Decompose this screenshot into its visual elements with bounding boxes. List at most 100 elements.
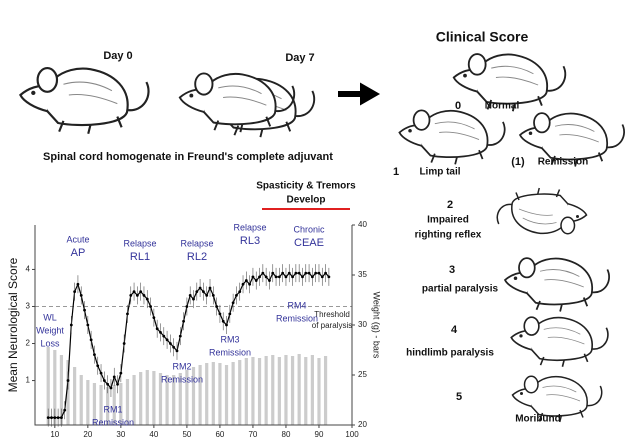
score-point: [116, 382, 119, 386]
weight-bar: [92, 383, 97, 425]
score-point: [145, 297, 149, 301]
weight-bar: [125, 379, 130, 425]
score-label: partial paralysis: [422, 284, 499, 295]
weight-bar: [46, 347, 50, 425]
annotation: Loss: [40, 338, 60, 348]
score-point: [106, 382, 110, 386]
weight-bar: [323, 356, 328, 425]
threshold-label: Threshold: [314, 310, 350, 319]
weight-bar: [257, 358, 262, 425]
weight-bar: [238, 360, 242, 425]
score-point: [185, 305, 189, 308]
score-point: [178, 334, 182, 338]
weight-bar: [119, 383, 123, 425]
x-tick-label: 10: [50, 430, 59, 439]
score-point: [109, 386, 113, 390]
score-point: [215, 305, 219, 308]
score-point: [324, 271, 327, 275]
y-tick-label: 2: [26, 339, 31, 348]
threshold-label: of paralysis: [312, 321, 352, 330]
score-point: [172, 345, 176, 349]
score-point: [112, 375, 116, 379]
score-number: 4: [451, 324, 458, 336]
score-point: [291, 275, 294, 279]
x-tick-label: 60: [215, 430, 224, 439]
weight-bar: [224, 365, 229, 425]
x-tick-label: 30: [116, 430, 125, 439]
score-point: [248, 282, 252, 286]
score-point: [254, 279, 258, 282]
day-label: Day 7: [285, 52, 314, 64]
weight-bar: [73, 367, 77, 425]
weight-bar: [191, 367, 196, 425]
score-point: [122, 342, 126, 345]
score-point: [188, 293, 192, 297]
score-point: [168, 342, 172, 345]
annotation: Remission: [276, 313, 318, 323]
score-point: [60, 416, 63, 419]
weight-bar: [132, 375, 136, 425]
y-axis-label: Mean Neurological Score: [6, 257, 20, 392]
score-label: Limp tail: [419, 167, 460, 178]
mouse: [496, 186, 588, 235]
x-tick-label: 20: [83, 430, 92, 439]
score-point: [277, 275, 281, 279]
score-point: [165, 338, 169, 342]
annotation: Remission: [209, 347, 251, 357]
score-point: [152, 316, 156, 319]
clinical-title: Clinical Score: [436, 29, 529, 45]
weight-bar: [317, 358, 321, 425]
score-point: [238, 290, 242, 294]
score-point: [241, 282, 245, 286]
score-point: [287, 271, 291, 275]
score-label: Remission: [538, 157, 589, 168]
score-point: [73, 290, 77, 294]
score-point: [119, 371, 123, 375]
weight-bar: [310, 355, 314, 425]
score-point: [135, 293, 139, 297]
score-point: [192, 297, 195, 301]
weight-bar: [264, 356, 268, 425]
score-point: [317, 271, 321, 275]
score-point: [155, 327, 159, 331]
weight-bar: [198, 365, 202, 425]
weight-bar: [152, 371, 156, 425]
annotation: RL3: [240, 235, 260, 247]
y2-tick-label: 20: [358, 420, 367, 429]
weight-bar: [139, 372, 143, 425]
score-point: [264, 275, 268, 279]
score-point: [79, 293, 83, 297]
score-point: [195, 290, 199, 294]
y2-tick-label: 35: [358, 270, 367, 279]
annotation: Weight: [36, 325, 64, 335]
score-point: [327, 275, 331, 279]
weight-bar: [244, 358, 248, 425]
score-point: [142, 293, 146, 297]
score-number: 2: [447, 199, 453, 211]
weight-bar: [66, 360, 70, 425]
weight-bar: [231, 362, 235, 425]
y-tick-label: 4: [26, 265, 31, 274]
score-point: [159, 331, 162, 334]
y2-tick-label: 30: [358, 320, 367, 329]
score-point: [56, 416, 60, 419]
phase-label: Develop: [287, 195, 326, 206]
mouse: [19, 66, 150, 136]
x-tick-label: 100: [345, 430, 359, 439]
score-point: [218, 312, 222, 316]
annotation: RL2: [187, 251, 207, 263]
weight-bar: [172, 375, 176, 425]
score-point: [205, 293, 209, 297]
weight-bar: [290, 356, 295, 425]
annotation: Remission: [92, 417, 134, 427]
score-point: [281, 271, 285, 275]
score-point: [211, 293, 215, 297]
y2-tick-label: 25: [358, 370, 367, 379]
y-tick-label: 1: [26, 376, 31, 385]
annotation: CEAE: [294, 237, 324, 249]
weight-bar: [284, 355, 288, 425]
annotation: RM2: [172, 361, 191, 371]
arrow: [338, 82, 381, 106]
annotation: RM1: [103, 404, 122, 414]
score-point: [149, 305, 152, 308]
